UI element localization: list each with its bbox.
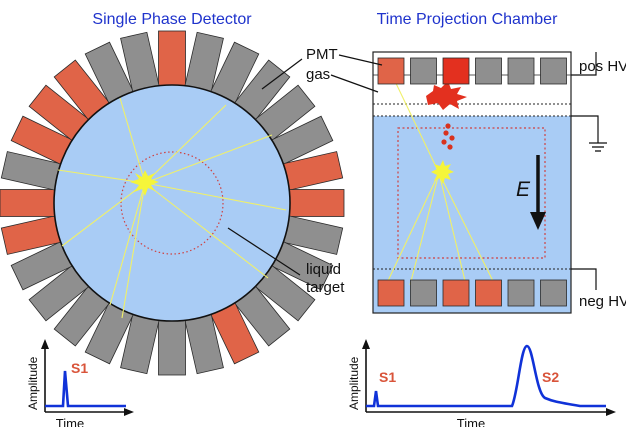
left-signal-plot: S1 Amplitude Time <box>26 339 134 427</box>
s2-flash <box>426 81 467 110</box>
tpc-pmt <box>507 279 535 307</box>
ground-wire <box>571 115 599 143</box>
ring-pmt-array <box>0 30 345 376</box>
tpc-pmt <box>377 279 405 307</box>
ring-pmt <box>158 30 186 90</box>
neg-hv-wire <box>571 268 597 290</box>
pos-hv-label: pos HV <box>579 58 626 75</box>
tpc-pmt <box>442 279 470 307</box>
pmt-label: PMT <box>306 46 338 63</box>
right-trace <box>366 344 606 408</box>
ring-pmt <box>285 189 345 217</box>
tpc-pmt <box>475 279 502 307</box>
liquid-label-2: target <box>306 279 345 296</box>
efield-label: E <box>516 178 531 201</box>
tpc-pmt <box>540 57 567 85</box>
light-rays-right <box>385 74 496 286</box>
ring-pmt <box>158 316 186 376</box>
tpc-pmt <box>410 57 437 85</box>
ground-icon <box>589 142 607 152</box>
tpc-pmt <box>507 57 535 85</box>
right-ylabel: Amplitude <box>347 356 361 410</box>
liquid-label-1: liquid <box>306 261 341 278</box>
ring-pmt <box>0 189 59 217</box>
gas-label: gas <box>306 66 330 83</box>
ring-pmt-leader <box>261 58 303 90</box>
left-ylabel: Amplitude <box>26 356 40 410</box>
left-s1-label: S1 <box>71 360 88 376</box>
tpc-pmt <box>377 57 405 85</box>
tpc-pmt <box>410 279 437 307</box>
pmt-leader <box>338 54 383 66</box>
right-s2-label: S2 <box>542 369 559 385</box>
tpc-pmt <box>475 57 502 85</box>
tpc-fiducial-volume <box>397 127 546 259</box>
tpc-top-pmt-array <box>377 57 567 85</box>
liquid-target-sphere <box>53 84 291 322</box>
right-signal-plot: S1 S2 Amplitude Time <box>347 339 616 427</box>
tpc-vessel <box>372 51 572 314</box>
interaction-flash-right <box>431 160 454 184</box>
fiducial-volume-sphere <box>120 151 224 255</box>
efield-arrow-head <box>530 212 546 230</box>
liquid-leader <box>227 227 301 276</box>
right-s1-label: S1 <box>379 369 396 385</box>
tpc-bottom-pmt-array <box>377 279 567 307</box>
light-rays-left <box>57 97 287 319</box>
tpc-pmt <box>540 279 567 307</box>
neg-hv-label: neg HV <box>579 293 626 310</box>
left-trace <box>45 370 126 408</box>
right-xlabel: Time <box>457 416 485 427</box>
gas-leader <box>330 74 379 93</box>
pos-hv-wire <box>571 52 597 76</box>
interaction-flash-left <box>130 170 159 196</box>
left-xlabel: Time <box>56 416 84 427</box>
drift-electrons <box>441 123 455 150</box>
right-title: Time Projection Chamber <box>377 11 558 28</box>
tpc-pmt <box>442 57 470 85</box>
left-title: Single Phase Detector <box>92 11 252 28</box>
